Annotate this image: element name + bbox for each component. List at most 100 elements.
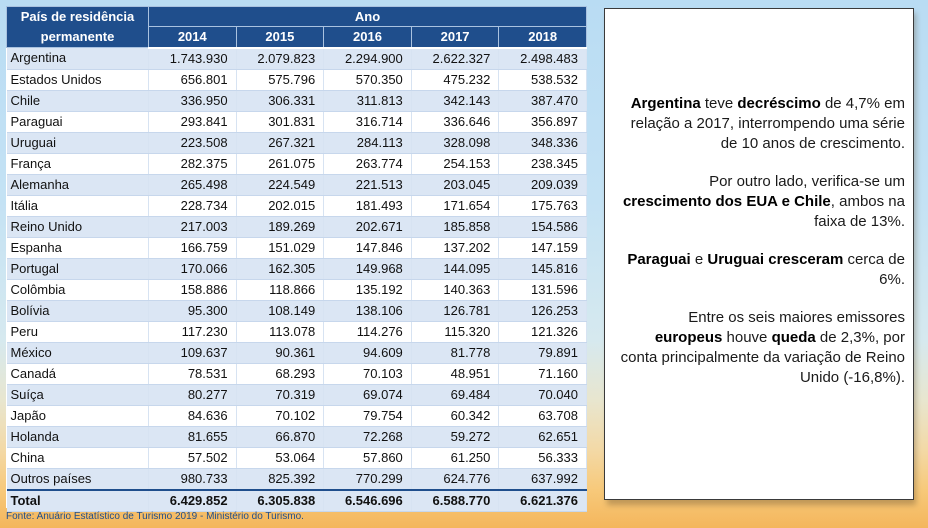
value-cell: 57.502 [148, 447, 237, 469]
value-cell: 84.636 [148, 405, 237, 427]
value-cell: 238.345 [498, 153, 587, 175]
total-label: Total [6, 488, 149, 512]
value-cell: 221.513 [323, 174, 412, 196]
value-cell: 316.714 [323, 111, 412, 133]
value-cell: 825.392 [236, 468, 325, 490]
country-name-cell: Uruguai [6, 132, 149, 154]
value-cell: 57.860 [323, 447, 412, 469]
value-cell: 115.320 [411, 321, 500, 343]
value-cell: 81.655 [148, 426, 237, 448]
table-row: Estados Unidos 656.801 575.796 570.350 475.2… [6, 69, 587, 91]
total-value-cell: 6.588.770 [411, 488, 500, 512]
analysis-note-box: Argentina teve decréscimo de 4,7% em rel… [604, 8, 914, 500]
value-cell: 117.230 [148, 321, 237, 343]
note-emphasis: crescimento dos EUA e Chile [622, 193, 831, 210]
value-cell: 538.532 [498, 69, 587, 91]
value-cell: 348.336 [498, 132, 587, 154]
value-cell: 301.831 [236, 111, 325, 133]
value-cell: 147.159 [498, 237, 587, 259]
value-cell: 145.816 [498, 258, 587, 280]
value-cell: 342.143 [411, 90, 500, 112]
value-cell: 980.733 [148, 468, 237, 490]
value-cell: 126.253 [498, 300, 587, 322]
country-name-cell: Itália [6, 195, 149, 217]
value-cell: 109.637 [148, 342, 237, 364]
value-cell: 80.277 [148, 384, 237, 406]
country-name-cell: Espanha [6, 237, 149, 259]
arrivals-table-container: País de residência permanente Ano 2014 20… [6, 5, 587, 512]
table-row: Alemanha 265.498 224.549 221.513 203.045 209.… [6, 174, 587, 196]
value-cell: 637.992 [498, 468, 587, 490]
value-cell: 70.103 [323, 363, 412, 385]
value-cell: 95.300 [148, 300, 237, 322]
value-cell: 209.039 [498, 174, 587, 196]
table-row: Canadá 78.531 68.293 70.103 48.951 71.160 [6, 363, 587, 385]
value-cell: 131.596 [498, 279, 587, 301]
value-cell: 356.897 [498, 111, 587, 133]
value-cell: 185.858 [411, 216, 500, 238]
table-row: Japão 84.636 70.102 79.754 60.342 63.708 [6, 405, 587, 427]
value-cell: 203.045 [411, 174, 500, 196]
value-cell: 284.113 [323, 132, 412, 154]
table-row: Reino Unido 217.003 189.269 202.671 185.858 1… [6, 216, 587, 238]
value-cell: 770.299 [323, 468, 412, 490]
note-text: teve [700, 95, 738, 112]
value-cell: 575.796 [236, 69, 325, 91]
country-column-header: País de residência permanente [6, 6, 149, 48]
note-paragraph: Por outro lado, verifica-se um crescimen… [617, 172, 905, 232]
note-emphasis: queda [771, 329, 816, 346]
value-cell: 56.333 [498, 447, 587, 469]
value-cell: 2.079.823 [236, 47, 325, 70]
year-header-2017: 2017 [410, 26, 500, 49]
value-cell: 70.319 [236, 384, 325, 406]
table-row: Uruguai 223.508 267.321 284.113 328.098 348.3… [6, 132, 587, 154]
value-cell: 656.801 [148, 69, 237, 91]
total-row: Total 6.429.852 6.305.838 6.546.696 6.588.77… [6, 488, 587, 512]
value-cell: 265.498 [148, 174, 237, 196]
value-cell: 137.202 [411, 237, 500, 259]
value-cell: 2.294.900 [323, 47, 412, 70]
value-cell: 53.064 [236, 447, 325, 469]
value-cell: 68.293 [236, 363, 325, 385]
value-cell: 81.778 [411, 342, 500, 364]
table-row: Itália 228.734 202.015 181.493 171.654 175.76… [6, 195, 587, 217]
value-cell: 70.040 [498, 384, 587, 406]
note-text: cerca de 6%. [843, 251, 905, 288]
value-cell: 108.149 [236, 300, 325, 322]
value-cell: 202.015 [236, 195, 325, 217]
note-text: Entre os seis maiores emissores [688, 309, 905, 326]
value-cell: 282.375 [148, 153, 237, 175]
table-header: País de residência permanente Ano 2014 20… [6, 5, 587, 49]
country-name-cell: França [6, 153, 149, 175]
value-cell: 224.549 [236, 174, 325, 196]
value-cell: 189.269 [236, 216, 325, 238]
value-cell: 263.774 [323, 153, 412, 175]
value-cell: 2.498.483 [498, 47, 587, 70]
note-emphasis: europeus [654, 329, 723, 346]
value-cell: 170.066 [148, 258, 237, 280]
country-name-cell: Alemanha [6, 174, 149, 196]
value-cell: 267.321 [236, 132, 325, 154]
value-cell: 306.331 [236, 90, 325, 112]
value-cell: 171.654 [411, 195, 500, 217]
country-name-cell: Canadá [6, 363, 149, 385]
value-cell: 1.743.930 [148, 47, 237, 70]
value-cell: 624.776 [411, 468, 500, 490]
year-group-header: Ano [148, 5, 587, 28]
note-text: houve [722, 329, 772, 346]
value-cell: 202.671 [323, 216, 412, 238]
table-row: Portugal 170.066 162.305 149.968 144.095 145.… [6, 258, 587, 280]
arrivals-by-country-table: País de residência permanente Ano 2014 20… [6, 5, 587, 512]
total-value-cell: 6.621.376 [498, 488, 587, 512]
note-paragraph: Paraguai e Uruguai cresceram cerca de 6%… [617, 250, 905, 290]
value-cell: 140.363 [411, 279, 500, 301]
table-row: México 109.637 90.361 94.609 81.778 79.891 [6, 342, 587, 364]
value-cell: 154.586 [498, 216, 587, 238]
value-cell: 48.951 [411, 363, 500, 385]
source-caption: Fonte: Anuário Estatístico de Turismo 20… [6, 511, 304, 522]
year-header-2014: 2014 [148, 26, 237, 49]
value-cell: 71.160 [498, 363, 587, 385]
value-cell: 63.708 [498, 405, 587, 427]
value-cell: 118.866 [236, 279, 325, 301]
country-name-cell: Peru [6, 321, 149, 343]
